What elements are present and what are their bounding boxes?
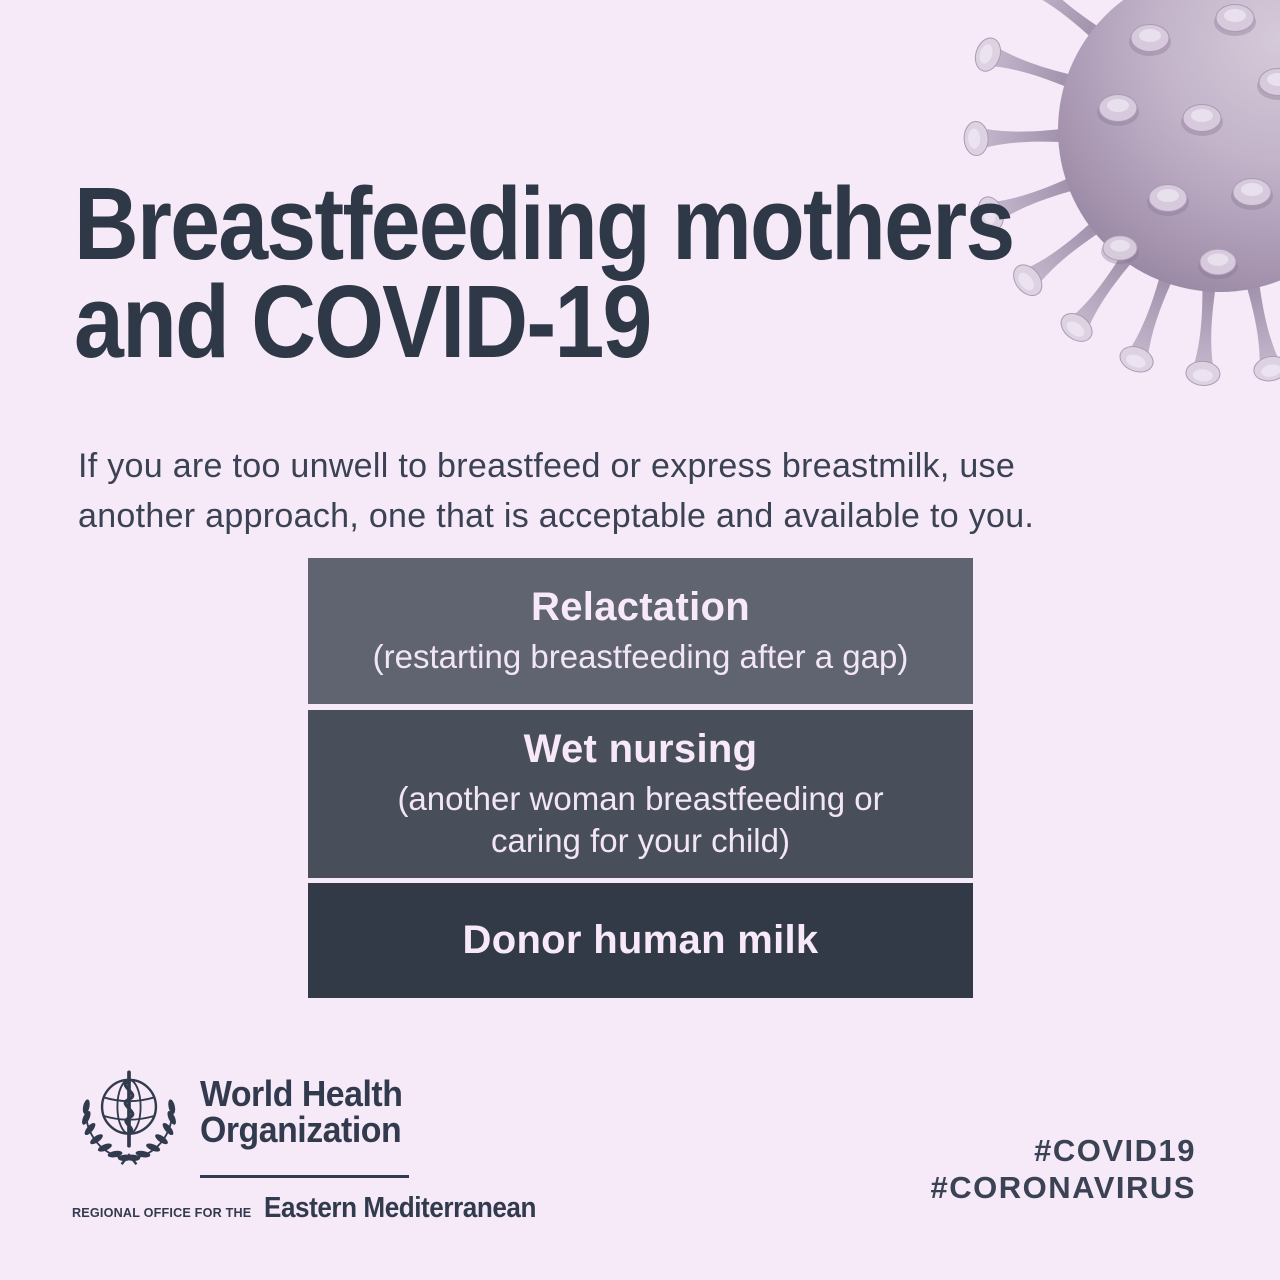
option-title: Relactation <box>531 584 750 629</box>
intro-line: If you are too unwell to breastfeed or e… <box>78 447 1016 485</box>
who-divider <box>200 1175 409 1178</box>
who-office-label: REGIONAL OFFICE FOR THE <box>72 1205 252 1220</box>
coronavirus-icon <box>963 0 1280 388</box>
hashtags: #COVID19 #CORONAVIRUS <box>931 1132 1196 1206</box>
who-wordmark-line1: World Health <box>200 1073 403 1114</box>
option-description: (another woman breastfeeding or caring f… <box>397 779 884 859</box>
hashtag-coronavirus: #CORONAVIRUS <box>930 1170 1196 1206</box>
who-wordmark-line2: Organization <box>200 1109 402 1150</box>
page-title-line2: and COVID-19 <box>74 263 652 379</box>
hashtag-covid19: #COVID19 <box>1034 1133 1196 1168</box>
options-list: Relactation (restarting breastfeeding af… <box>308 558 973 998</box>
page-title-line1: Breastfeeding mothers <box>74 166 1015 281</box>
intro-line: another approach, one that is acceptable… <box>78 496 1035 535</box>
who-wordmark: World Health Organization <box>200 1073 403 1168</box>
option-card-donor-human-milk: Donor human milk <box>308 883 973 998</box>
who-emblem-icon <box>82 1070 176 1166</box>
option-card-wet-nursing: Wet nursing (another woman breastfeeding… <box>308 710 973 878</box>
intro-text: If you are too unwell to breastfeed or e… <box>78 442 1034 542</box>
option-description: (restarting breastfeeding after a gap) <box>372 637 909 675</box>
option-title: Wet nursing <box>523 726 758 771</box>
option-title: Donor human milk <box>462 918 819 962</box>
who-office-region: Eastern Mediterranean <box>263 1192 536 1224</box>
option-card-relactation: Relactation (restarting breastfeeding af… <box>308 558 973 704</box>
page-title: Breastfeeding mothers and COVID-19 <box>74 166 1015 379</box>
who-logo: World Health Organization REGIONAL OFFIC… <box>72 1064 566 1225</box>
